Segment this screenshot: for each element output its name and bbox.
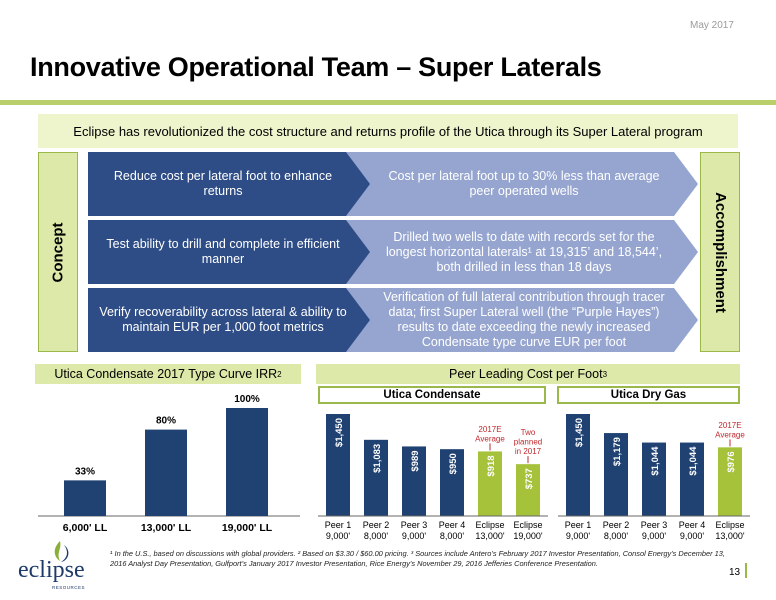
condensate-sublabel-1: 9,000'	[326, 531, 351, 541]
accomplishment-arrow-3: Verification of full lateral contributio…	[346, 288, 698, 352]
row-3: Verify recoverability across lateral & a…	[88, 288, 698, 352]
condensate-sublabel-4: 8,000'	[440, 531, 465, 541]
drygas-bar-3	[642, 442, 666, 516]
drygas-bar-5	[718, 447, 742, 516]
condensate-annotation-2-line-1: Two	[521, 428, 536, 437]
concept-arrow-1: Reduce cost per lateral foot to enhance …	[88, 152, 378, 216]
cost-chart-heading: Peer Leading Cost per Foot 3	[316, 364, 740, 384]
concept-arrow-2: Test ability to drill and complete in ef…	[88, 220, 378, 284]
condensate-category-label-5: Eclipse	[475, 520, 504, 530]
condensate-sublabel-2: 8,000'	[364, 531, 389, 541]
accomplishment-tab: Accomplishment	[700, 152, 740, 352]
drygas-category-label-5: Eclipse	[715, 520, 744, 530]
irr-category-label-1: 6,000' LL	[63, 522, 108, 534]
accomplishment-arrow-1: Cost per lateral foot up to 30% less tha…	[346, 152, 698, 216]
irr-heading-sup: 2	[277, 369, 282, 379]
slide-title: Innovative Operational Team – Super Late…	[30, 52, 602, 82]
cost-heading-sup: 3	[602, 369, 608, 379]
drygas-category-label-4: Peer 4	[679, 520, 706, 530]
accomplishment-arrow-2: Drilled two wells to date with records s…	[346, 220, 698, 284]
drygas-sublabel-5: 13,000'	[715, 531, 745, 541]
condensate-category-label-2: Peer 2	[363, 520, 390, 530]
drygas-value-label-4: $1,044	[688, 446, 699, 476]
summary-banner: Eclipse has revolutionized the cost stru…	[38, 114, 738, 148]
irr-value-label-3: 100%	[234, 394, 260, 405]
condensate-bar-6	[516, 464, 540, 516]
condensate-bar-3	[402, 446, 426, 516]
logo-subtext: RESOURCES	[52, 585, 86, 590]
condensate-category-label-3: Peer 3	[401, 520, 428, 530]
irr-chart-heading: Utica Condensate 2017 Type Curve IRR 2	[35, 364, 301, 384]
condensate-annotation-2-line-3: in 2017	[515, 447, 542, 456]
drygas-value-label-5: $976	[726, 451, 737, 472]
condensate-value-label-6: $737	[524, 468, 535, 489]
concept-tab: Concept	[38, 152, 78, 352]
logo-wordmark: eclipse	[18, 557, 85, 583]
drygas-value-label-1: $1,450	[574, 418, 585, 447]
drygas-bar-4	[680, 442, 704, 516]
drygas-sublabel-3: 9,000'	[642, 531, 667, 541]
drygas-sublabel-2: 8,000'	[604, 531, 629, 541]
title-divider	[0, 100, 776, 105]
irr-category-label-2: 13,000' LL	[141, 522, 192, 534]
presentation-date: May 2017	[690, 20, 734, 31]
drygas-category-label-3: Peer 3	[641, 520, 668, 530]
condensate-category-label-1: Peer 1	[325, 520, 352, 530]
condensate-value-label-1: $1,450	[334, 418, 345, 447]
page-number-bar	[745, 563, 747, 578]
condensate-annotation-1-line-2: Average	[475, 434, 505, 443]
irr-bar-3	[226, 408, 268, 516]
drygas-bar-2	[604, 433, 628, 516]
condensate-category-label-4: Peer 4	[439, 520, 466, 530]
condensate-bar-5	[478, 451, 502, 516]
drygas-sublabel-4: 9,000'	[680, 531, 705, 541]
condensate-sublabel-5: 13,000'	[475, 531, 505, 541]
row-2: Test ability to drill and complete in ef…	[88, 220, 698, 284]
condensate-value-label-2: $1,083	[372, 444, 383, 473]
irr-bar-1	[64, 480, 106, 516]
irr-heading-text: Utica Condensate 2017 Type Curve IRR	[54, 367, 278, 381]
drygas-value-label-3: $1,044	[650, 446, 661, 476]
row-1: Reduce cost per lateral foot to enhance …	[88, 152, 698, 216]
condensate-annotation-1-line-1: 2017E	[478, 425, 501, 434]
drygas-category-label-1: Peer 1	[565, 520, 592, 530]
condensate-bar-1	[326, 414, 350, 516]
eclipse-logo-flame-icon	[54, 541, 69, 562]
condensate-value-label-4: $950	[448, 453, 459, 474]
drygas-sublabel-1: 9,000'	[566, 531, 591, 541]
condensate-segment-header: Utica Condensate	[318, 386, 546, 404]
condensate-bar-4	[440, 449, 464, 516]
condensate-sublabel-6: 19,000'	[513, 531, 543, 541]
footnote: ¹ In the U.S., based on discussions with…	[110, 549, 725, 568]
irr-value-label-2: 80%	[156, 416, 176, 427]
drygas-bar-1	[566, 414, 590, 516]
condensate-value-label-3: $989	[410, 450, 421, 471]
drygas-segment-header: Utica Dry Gas	[557, 386, 740, 404]
drygas-annotation-1-line-2: Average	[715, 430, 745, 439]
condensate-value-label-5: $918	[486, 455, 497, 476]
irr-value-label-1: 33%	[75, 466, 95, 477]
condensate-category-label-6: Eclipse	[513, 520, 542, 530]
drygas-value-label-2: $1,179	[612, 437, 623, 466]
condensate-sublabel-3: 9,000'	[402, 531, 427, 541]
cost-heading-text: Peer Leading Cost per Foot	[448, 367, 603, 381]
drygas-category-label-2: Peer 2	[603, 520, 630, 530]
condensate-bar-2	[364, 439, 388, 516]
condensate-annotation-2-line-2: planned	[514, 438, 542, 447]
irr-bar-2	[145, 429, 187, 516]
page-number: 13	[729, 567, 741, 578]
concept-arrow-3: Verify recoverability across lateral & a…	[88, 288, 378, 352]
irr-category-label-3: 19,000' LL	[222, 522, 273, 534]
drygas-annotation-1-line-1: 2017E	[718, 421, 741, 430]
